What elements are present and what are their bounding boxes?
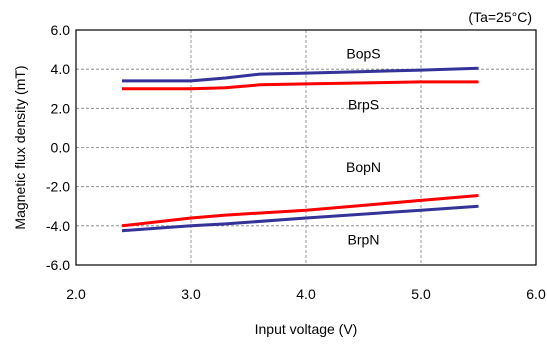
y-tick-label: -2.0 [46,179,70,195]
y-axis-ticks: 6.0 4.0 2.0 0.0 -2.0 -4.0 -6.0 [46,22,70,273]
y-tick-label: -6.0 [46,257,70,273]
series-label-bops: BopS [346,46,380,62]
series-line-bops [122,66,479,83]
x-tick-label: 2.0 [66,286,86,302]
y-tick-label: 0.0 [51,140,71,156]
series-line-bopn [121,194,479,228]
condition-note: (Ta=25°C) [468,9,532,25]
y-tick-label: 4.0 [51,61,71,77]
plot-area-frame [75,29,537,266]
x-tick-label: 6.0 [526,286,546,302]
series-label-brpn: BrpN [348,232,380,248]
grid-lines [76,30,536,265]
series-line-brpn [121,204,479,233]
x-axis-title: Input voltage (V) [255,321,358,337]
x-axis-ticks: 2.0 3.0 4.0 5.0 6.0 [66,286,546,302]
x-tick-label: 4.0 [296,286,316,302]
series-annotations: BopS BrpS BopN BrpN [346,46,381,248]
y-axis-title: Magnetic flux density (mT) [12,65,28,229]
series-layer [121,66,479,233]
x-tick-label: 3.0 [181,286,201,302]
series-line-brps [122,80,479,91]
series-label-brps: BrpS [348,96,379,112]
y-tick-label: 2.0 [51,100,71,116]
x-tick-label: 5.0 [411,286,431,302]
y-tick-label: 6.0 [51,22,71,38]
y-tick-label: -4.0 [46,218,70,234]
series-label-bopn: BopN [346,159,381,175]
